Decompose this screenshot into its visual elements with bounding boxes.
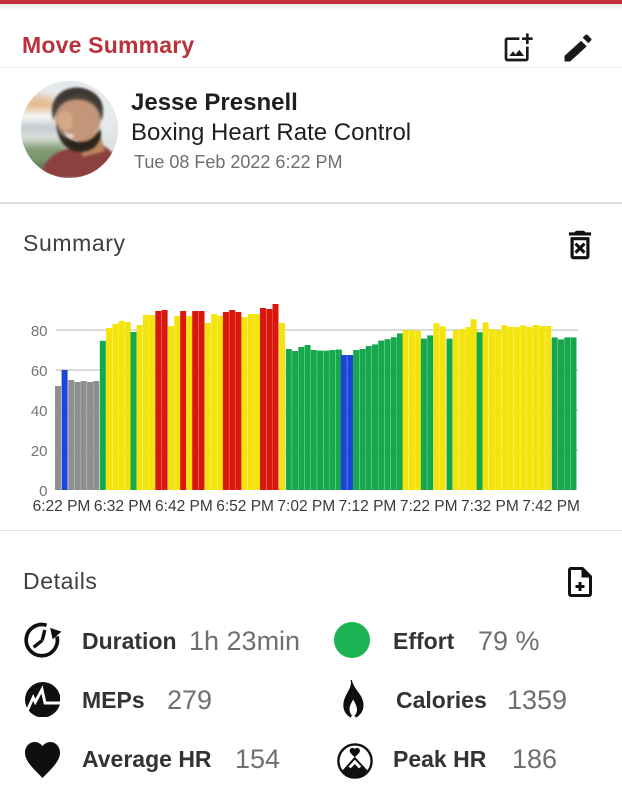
svg-text:80: 80: [31, 323, 48, 340]
svg-text:60: 60: [31, 363, 48, 380]
svg-text:6:52 PM: 6:52 PM: [216, 498, 274, 515]
svg-text:7:42 PM: 7:42 PM: [522, 498, 580, 515]
svg-text:7:02 PM: 7:02 PM: [277, 498, 335, 515]
svg-text:6:42 PM: 6:42 PM: [155, 498, 213, 515]
svg-text:20: 20: [31, 443, 48, 460]
svg-text:6:22 PM: 6:22 PM: [33, 498, 91, 515]
svg-text:40: 40: [31, 403, 48, 420]
svg-text:7:32 PM: 7:32 PM: [461, 498, 519, 515]
svg-text:6:32 PM: 6:32 PM: [94, 498, 152, 515]
svg-text:0: 0: [39, 483, 47, 500]
svg-text:7:22 PM: 7:22 PM: [400, 498, 458, 515]
svg-text:7:12 PM: 7:12 PM: [339, 498, 397, 515]
